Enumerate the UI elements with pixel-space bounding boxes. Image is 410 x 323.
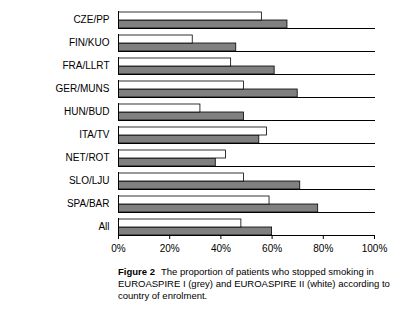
svg-text:FIN/KUO: FIN/KUO — [69, 37, 110, 48]
html-text:Figure 2: Figure 2 — [118, 266, 155, 277]
svg-text:All: All — [98, 221, 109, 232]
svg-text:60%: 60% — [262, 243, 282, 254]
svg-text:ITA/TV: ITA/TV — [79, 129, 110, 140]
svg-text:NET/ROT: NET/ROT — [66, 152, 110, 163]
svg-text:SPA/BAR: SPA/BAR — [67, 198, 110, 209]
svg-text:FRA/LLRT: FRA/LLRT — [62, 60, 109, 71]
svg-text:80%: 80% — [313, 243, 333, 254]
svg-text:20%: 20% — [160, 243, 180, 254]
svg-text:CZE/PP: CZE/PP — [73, 14, 109, 25]
svg-text:HUN/BUD: HUN/BUD — [64, 106, 110, 117]
svg-text:40%: 40% — [211, 243, 231, 254]
svg-text:GER/MUNS: GER/MUNS — [56, 83, 110, 94]
svg-text:100%: 100% — [362, 243, 388, 254]
svg-text:0%: 0% — [111, 243, 126, 254]
html-text:The proportion of patients who: The proportion of patients who stopped s… — [118, 266, 390, 301]
svg-text:SLO/LJU: SLO/LJU — [69, 175, 110, 186]
